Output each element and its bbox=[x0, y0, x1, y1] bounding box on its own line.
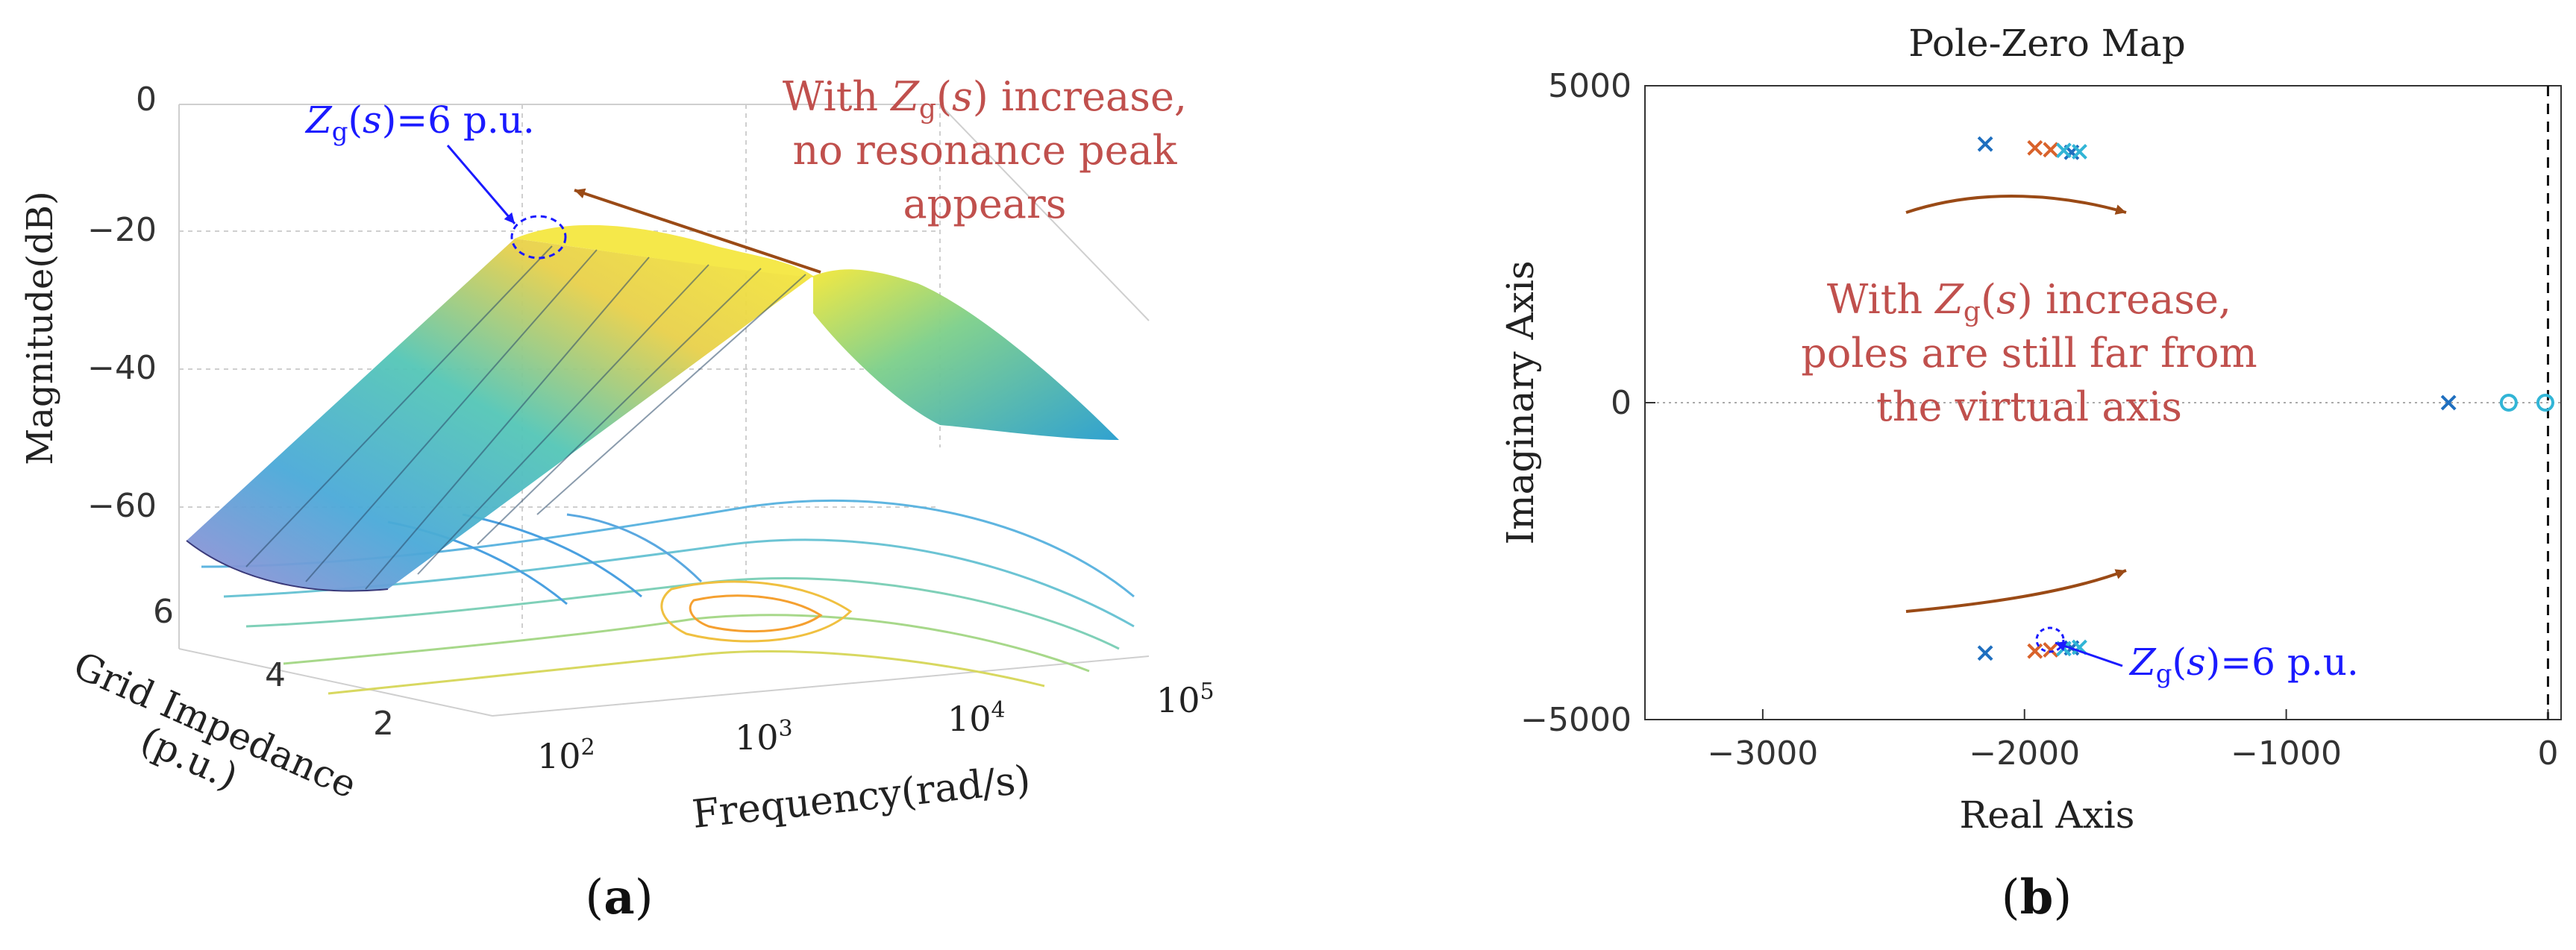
pz-ytick-label: −5000 bbox=[1520, 701, 1632, 739]
surface-falloff bbox=[813, 269, 1119, 440]
surface-mesh bbox=[245, 245, 806, 590]
z-axis-label: Magnitude(dB) bbox=[19, 191, 61, 465]
pz-xtick-label: −1000 bbox=[2231, 734, 2342, 773]
marker-label-b: Zg(s)=6 p.u. bbox=[2128, 641, 2359, 689]
pz-title: Pole-Zero Map bbox=[1908, 22, 2185, 65]
peak-marker-circle bbox=[510, 215, 567, 259]
pole-marker bbox=[2027, 139, 2043, 156]
panel-b-annotation: With Zg(s) increase, poles are still far… bbox=[1801, 276, 2257, 430]
y-axis: 6 4 2 bbox=[153, 593, 394, 743]
zero-marker bbox=[2536, 394, 2554, 412]
pz-ytick-label: 0 bbox=[1611, 384, 1632, 422]
pz-arrow-lower bbox=[1905, 569, 2127, 613]
pz-ylabel: Imaginary Axis bbox=[1499, 261, 1542, 545]
panel-a: 0 −20 −40 −60 Magnitude(dB) 6 4 2 Grid I… bbox=[19, 73, 1215, 925]
pz-grid bbox=[1645, 86, 2561, 720]
pz-ytick-label: 5000 bbox=[1548, 67, 1632, 105]
pole-marker bbox=[2072, 143, 2087, 160]
marker-label-a: Zg(s)=6 p.u. bbox=[304, 98, 535, 147]
pz-arrow-upper bbox=[1905, 195, 2127, 215]
pz-points bbox=[1977, 136, 2554, 661]
annotation-b-line3: the virtual axis bbox=[1876, 383, 2182, 430]
zero-marker bbox=[2499, 394, 2518, 412]
x-tick-1e2: 102 bbox=[537, 734, 595, 776]
pole-marker bbox=[2055, 142, 2072, 159]
annotation-a-arrow bbox=[574, 188, 821, 274]
caption-b: (b) bbox=[2002, 869, 2072, 925]
x-axis-label: Frequency(rad/s) bbox=[690, 758, 1032, 837]
pz-xtick-label: 0 bbox=[2537, 734, 2558, 773]
caption-a: (a) bbox=[585, 869, 653, 925]
pz-xlabel: Real Axis bbox=[1960, 793, 2135, 837]
x-axis: 102 103 104 105 bbox=[537, 679, 1215, 776]
pole-marker bbox=[1977, 645, 1993, 661]
pz-xtick-label: −3000 bbox=[1707, 734, 1818, 773]
z-tick-3: −60 bbox=[87, 487, 157, 525]
y-tick-2: 2 bbox=[373, 705, 394, 743]
surface-ramp bbox=[187, 239, 813, 591]
annotation-b-line1: With Zg(s) increase, bbox=[1827, 276, 2231, 327]
annotation-a-line2: no resonance peak bbox=[792, 127, 1177, 174]
pole-marker bbox=[2027, 643, 2043, 659]
z-tick-0: 0 bbox=[136, 81, 157, 119]
pole-marker bbox=[2043, 642, 2059, 658]
z-axis: 0 −20 −40 −60 bbox=[87, 81, 157, 525]
surface-peak bbox=[515, 224, 813, 277]
y-tick-4: 4 bbox=[265, 656, 286, 694]
pole-marker bbox=[2440, 394, 2457, 411]
pole-marker bbox=[2043, 142, 2059, 158]
x-tick-1e5: 105 bbox=[1156, 679, 1215, 720]
pole-marker bbox=[1977, 136, 1993, 152]
x-tick-1e4: 104 bbox=[947, 697, 1006, 739]
marker-arrow-a bbox=[446, 145, 516, 224]
y-tick-6: 6 bbox=[153, 593, 174, 631]
y-axis-label: Grid Impedance (p.u.) bbox=[67, 644, 363, 807]
pz-xtick-label: −2000 bbox=[1969, 734, 2080, 773]
z-tick-1: −20 bbox=[87, 211, 157, 249]
marker-arrow-b bbox=[2055, 641, 2123, 667]
panel-a-annotation: With Zg(s) increase, no resonance peak a… bbox=[783, 73, 1187, 227]
x-tick-1e3: 103 bbox=[735, 716, 793, 758]
annotation-a-line3: appears bbox=[903, 180, 1066, 227]
pz-marker-circle bbox=[2035, 626, 2065, 653]
annotation-a-line1: With Zg(s) increase, bbox=[783, 73, 1187, 125]
z-tick-2: −40 bbox=[87, 349, 157, 387]
pz-ticks: −3000 −2000 −1000 0 5000 0 −5000 bbox=[1520, 67, 2558, 773]
panel-b: Pole-Zero Map −3000 −2000 −1000 0 5000 0 −5000… bbox=[1499, 22, 2562, 925]
annotation-b-line2: poles are still far from bbox=[1801, 330, 2257, 377]
